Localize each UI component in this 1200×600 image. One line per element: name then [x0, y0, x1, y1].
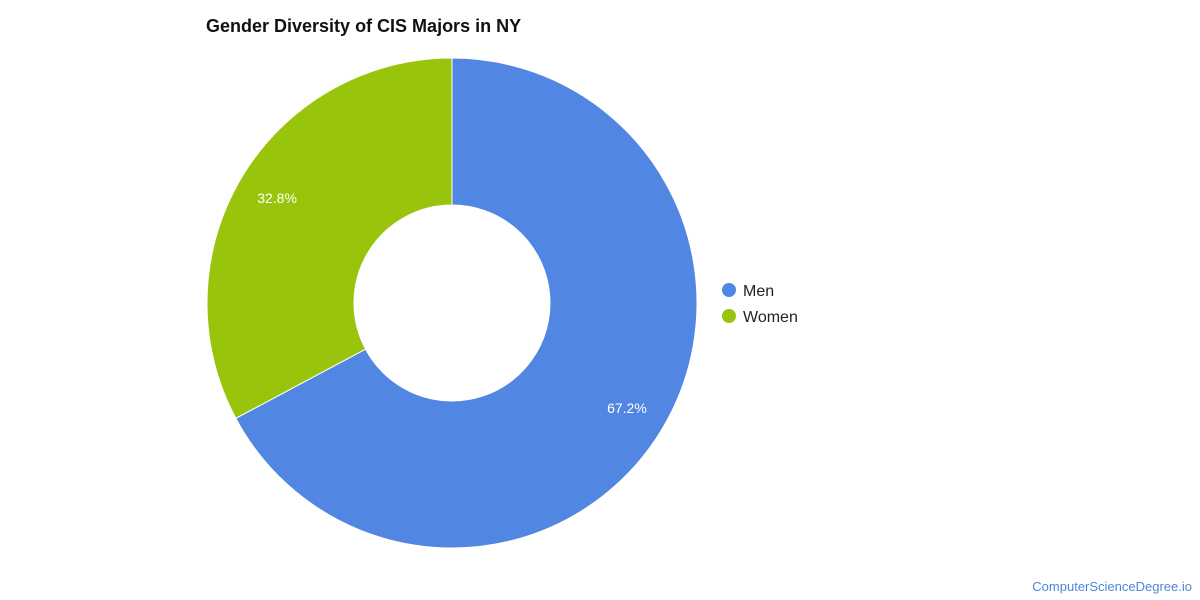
legend-label-men: Men [743, 283, 774, 300]
chart-legend: Men Women [722, 283, 798, 326]
site-watermark: ComputerScienceDegree.io [1032, 579, 1192, 594]
legend-label-women: Women [743, 309, 798, 326]
slice-men [235, 57, 698, 549]
slice-label-men: 67.2% [607, 400, 647, 416]
legend-swatch-men [722, 283, 736, 297]
slice-labels: 67.2% 32.8% [257, 190, 647, 416]
slice-label-women: 32.8% [257, 190, 297, 206]
slice-women [206, 57, 453, 419]
chart-title: Gender Diversity of CIS Majors in NY [206, 16, 522, 36]
donut-slices [206, 57, 698, 549]
legend-swatch-women [722, 309, 736, 323]
